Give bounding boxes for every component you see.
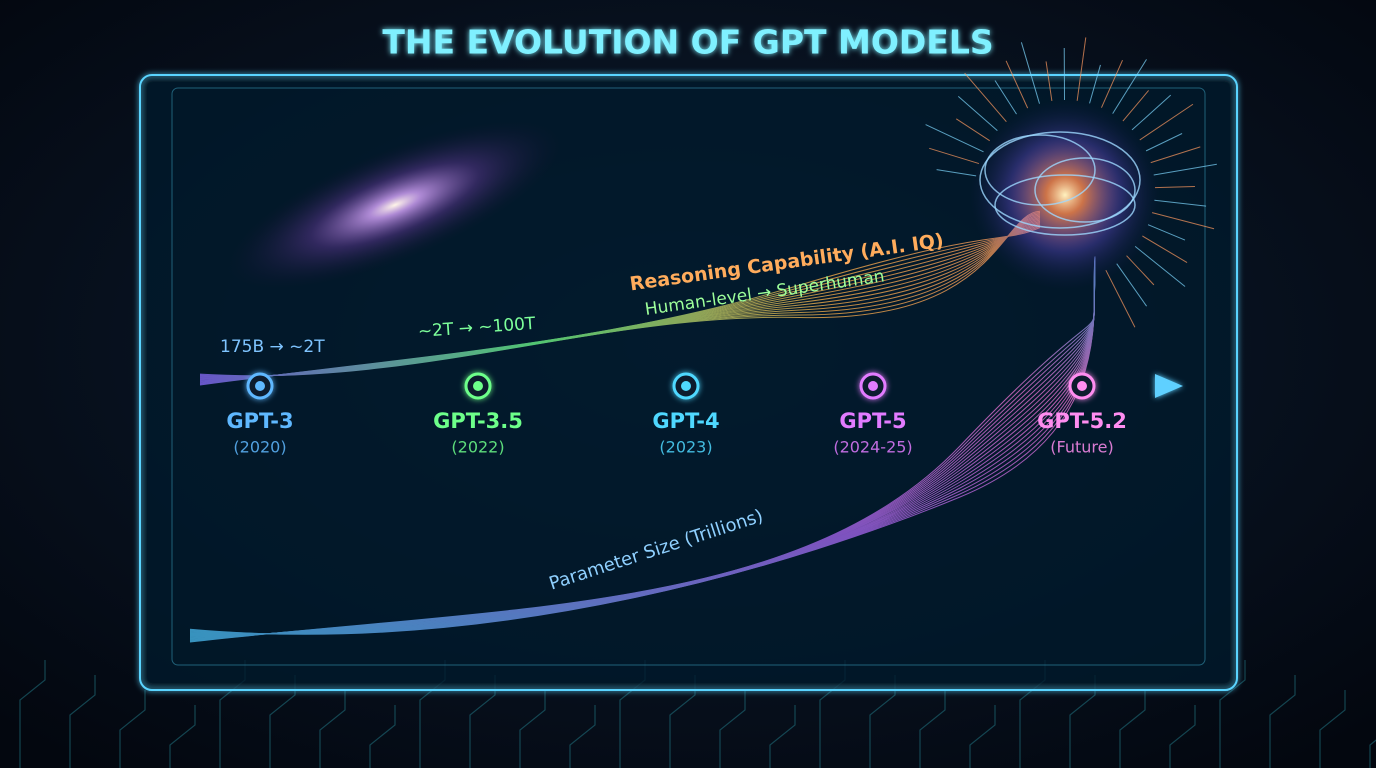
annotation: 175B → ~2T <box>220 337 325 357</box>
circuit-trace <box>1269 675 1296 768</box>
brain-ray <box>1154 199 1207 207</box>
brain-ray <box>1154 185 1195 189</box>
brain-ray <box>1126 255 1155 286</box>
circuit-trace <box>519 690 546 768</box>
model-label: GPT-5.2 <box>1037 409 1127 433</box>
circuit-trace <box>319 690 346 768</box>
brain-ray <box>925 124 984 153</box>
ribbon-strand <box>189 280 1096 642</box>
circuit-trace <box>369 705 396 768</box>
brain-ray <box>1105 269 1136 328</box>
panel-inner <box>171 87 1206 666</box>
brain-ray <box>957 95 998 132</box>
brain-ray <box>955 118 990 142</box>
brain-ray <box>929 147 980 165</box>
ribbon-strand <box>189 278 1096 641</box>
circuit-trace <box>1169 705 1196 768</box>
timeline-node-core <box>681 381 691 391</box>
brain-glow <box>970 100 1160 290</box>
brain-ray <box>1020 42 1040 104</box>
circuit-trace <box>1319 690 1346 768</box>
model-year: (2020) <box>233 438 286 457</box>
ribbon-strand <box>189 275 1096 640</box>
brain-ray <box>1153 163 1217 176</box>
galaxy <box>226 120 564 290</box>
circuit-trace <box>119 690 146 768</box>
brain-ray <box>1116 263 1147 307</box>
brain-ray <box>1145 133 1183 152</box>
brain-ray <box>1112 59 1147 114</box>
model-label: GPT-3.5 <box>433 409 523 433</box>
brain-ray <box>1089 64 1101 104</box>
brain-ray <box>1147 224 1186 241</box>
brain-ray <box>1076 37 1087 101</box>
model-year: (2022) <box>451 438 504 457</box>
circuit-floor <box>19 660 1376 768</box>
brain-ray <box>964 72 1007 123</box>
brain-ray <box>1150 146 1201 164</box>
brain-ray <box>1005 60 1029 109</box>
brain-lobe <box>994 174 1136 236</box>
brain-ray <box>994 80 1017 115</box>
ribbon-strand <box>189 281 1096 643</box>
timeline-node-core <box>255 381 265 391</box>
brain-ray <box>1139 103 1194 141</box>
brain-ray <box>1151 212 1215 230</box>
ribbon-strand <box>189 274 1096 639</box>
circuit-trace <box>969 705 996 768</box>
brain-lobe <box>1034 157 1136 223</box>
circuit-trace <box>169 705 196 768</box>
brain-ray <box>1142 235 1188 263</box>
ribbon-strand <box>189 277 1096 641</box>
timeline-node-core <box>1077 381 1087 391</box>
timeline-node-core <box>868 381 878 391</box>
model-year: (2024-25) <box>833 438 912 457</box>
brain-ray <box>1101 59 1123 108</box>
circuit-trace <box>769 705 796 768</box>
brain-ray <box>1134 245 1186 287</box>
circuit-trace <box>69 675 96 768</box>
circuit-trace <box>19 660 46 768</box>
parameter-ribbon <box>189 256 1096 643</box>
timeline-node-core <box>473 381 483 391</box>
circuit-trace <box>1119 690 1146 768</box>
model-label: GPT-4 <box>652 409 719 433</box>
brain <box>925 37 1217 328</box>
model-label: GPT-5 <box>839 409 906 433</box>
brain-ray <box>1131 94 1172 131</box>
brain-ray <box>936 169 977 177</box>
brain-lobe <box>979 131 1141 229</box>
title: THE EVOLUTION OF GPT MODELS <box>382 23 993 62</box>
circuit-trace <box>569 705 596 768</box>
circuit-trace <box>1219 660 1246 768</box>
model-label: GPT-3 <box>226 409 293 433</box>
model-year: (2023) <box>659 438 712 457</box>
model-year: (Future) <box>1050 438 1113 457</box>
timeline-nodes: GPT-3 (2020) GPT-3.5 (2022) GPT-4 (2023) GPT-5… <box>226 372 1127 457</box>
timeline-arrow <box>1155 374 1183 398</box>
circuit-trace <box>719 690 746 768</box>
circuit-trace <box>919 690 946 768</box>
brain-ray <box>1045 61 1053 102</box>
circuit-trace <box>1369 739 1376 768</box>
brain-ray <box>1122 90 1150 122</box>
